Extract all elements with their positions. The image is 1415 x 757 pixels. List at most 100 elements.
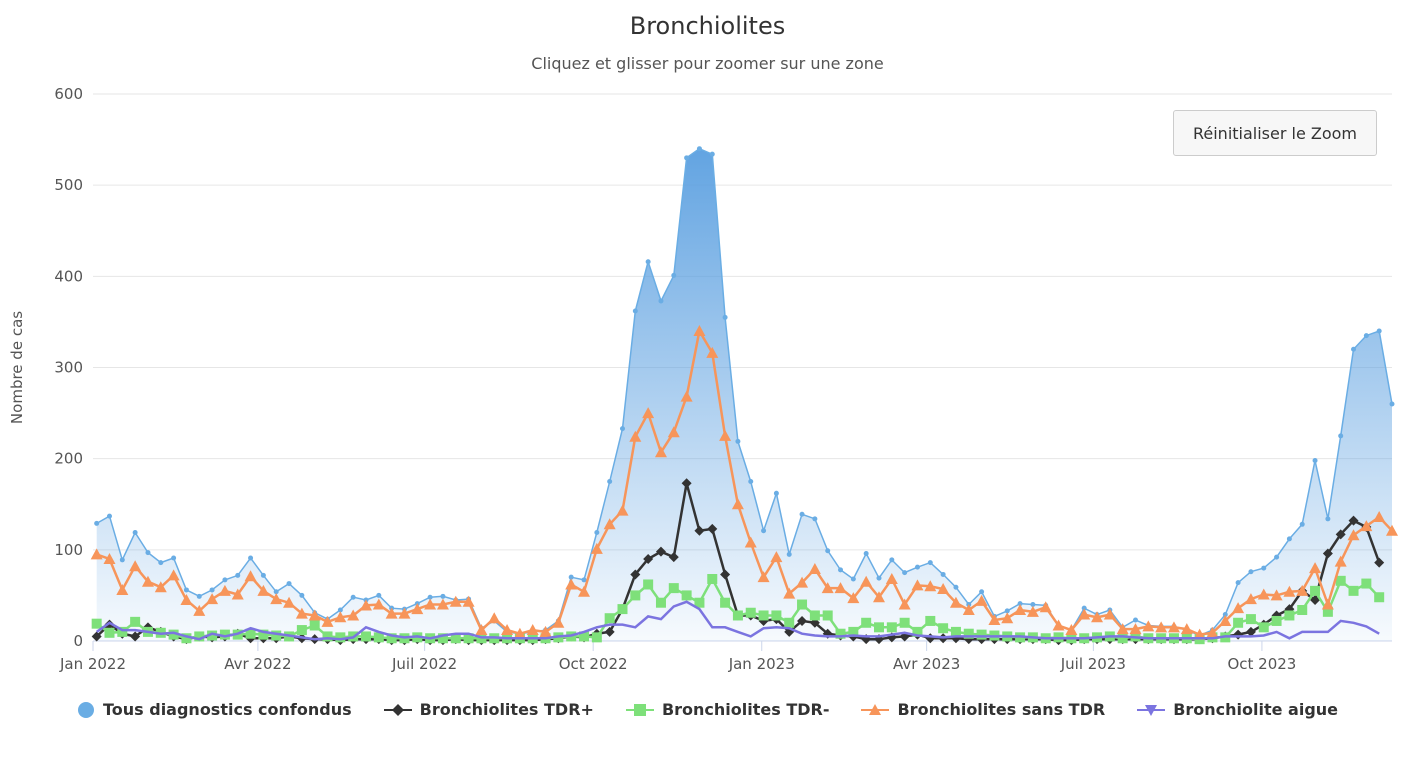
- data-point: [898, 598, 911, 610]
- data-point: [1248, 569, 1254, 575]
- data-point: [1351, 346, 1357, 352]
- data-point: [385, 607, 398, 619]
- data-point: [424, 598, 437, 610]
- data-point: [899, 617, 910, 628]
- data-point: [722, 314, 728, 320]
- data-point: [707, 523, 718, 534]
- data-point: [322, 631, 333, 642]
- reset-zoom-button[interactable]: Réinitialiser le Zoom: [1173, 110, 1377, 156]
- data-point: [386, 633, 397, 644]
- data-point: [1244, 593, 1257, 605]
- data-point: [337, 607, 343, 613]
- data-point: [812, 516, 818, 522]
- data-point: [1081, 605, 1087, 611]
- data-point: [1310, 585, 1321, 596]
- data-point: [1232, 602, 1245, 614]
- data-point: [1296, 584, 1309, 596]
- data-point: [1283, 585, 1296, 597]
- data-point: [463, 633, 474, 644]
- data-point: [953, 584, 959, 590]
- data-point: [1065, 624, 1078, 636]
- data-point: [963, 628, 974, 639]
- data-point: [655, 597, 666, 608]
- data-point: [617, 604, 628, 615]
- data-point: [927, 560, 933, 566]
- data-point: [1001, 612, 1014, 624]
- data-point: [501, 624, 514, 636]
- data-point: [809, 610, 820, 621]
- x-tick-label: Avr 2022: [224, 655, 291, 673]
- legend-item-tous-diagnostics-confondus[interactable]: Tous diagnostics confondus: [77, 700, 352, 719]
- data-point: [720, 597, 731, 608]
- legend-label: Bronchiolites TDR-: [661, 700, 830, 719]
- data-point: [821, 582, 834, 594]
- data-point: [334, 611, 347, 623]
- x-tick-label: Jan 2022: [59, 655, 126, 673]
- data-point: [607, 478, 613, 484]
- x-tick-label: Jan 2023: [728, 655, 795, 673]
- data-point: [912, 626, 923, 637]
- data-point: [1117, 633, 1128, 644]
- data-point: [565, 578, 578, 590]
- y-tick-label: 0: [73, 632, 83, 650]
- data-point: [171, 555, 177, 561]
- data-point: [1348, 585, 1359, 596]
- data-point: [591, 632, 602, 643]
- data-point: [914, 564, 920, 570]
- data-point: [1030, 602, 1036, 608]
- data-point: [1374, 557, 1385, 568]
- data-point: [1129, 623, 1142, 635]
- data-point: [581, 577, 587, 583]
- data-point: [299, 592, 305, 598]
- data-point: [655, 546, 666, 557]
- data-point: [104, 619, 115, 630]
- data-point: [1004, 608, 1010, 614]
- data-point: [248, 555, 254, 561]
- data-point: [976, 629, 987, 640]
- data-point: [1052, 619, 1065, 631]
- data-point: [1167, 621, 1180, 633]
- data-point: [1193, 628, 1206, 640]
- data-point: [962, 604, 975, 616]
- legend-item-bronchiolites-sans-tdr[interactable]: Bronchiolites sans TDR: [861, 700, 1105, 719]
- data-point: [594, 530, 600, 536]
- data-point: [158, 560, 164, 566]
- legend-label: Tous diagnostics confondus: [102, 700, 352, 719]
- data-point: [130, 631, 141, 642]
- data-point: [167, 569, 180, 581]
- data-point: [117, 626, 128, 637]
- legend-item-bronchiolite-aigue[interactable]: Bronchiolite aigue: [1137, 700, 1338, 719]
- data-point: [526, 624, 539, 636]
- data-point: [680, 390, 693, 402]
- data-point: [132, 530, 138, 536]
- chart-subtitle: Cliquez et glisser pour zoomer sur une z…: [531, 54, 884, 73]
- data-point: [1233, 617, 1244, 628]
- legend-item-bronchiolites-tdr-[interactable]: Bronchiolites TDR+: [383, 700, 594, 719]
- data-point: [1338, 433, 1344, 439]
- data-point: [1245, 626, 1256, 637]
- data-point: [1274, 554, 1280, 560]
- data-point: [735, 438, 741, 444]
- data-point: [642, 407, 655, 419]
- data-point: [260, 572, 266, 578]
- data-point: [245, 628, 256, 639]
- data-point: [630, 590, 641, 601]
- data-point: [180, 593, 193, 605]
- data-point: [1132, 617, 1138, 623]
- legend-label: Bronchiolite aigue: [1173, 700, 1339, 719]
- data-point: [975, 594, 988, 606]
- data-point: [578, 585, 591, 597]
- data-point: [668, 552, 679, 563]
- data-point: [645, 259, 651, 265]
- legend-item-bronchiolites-tdr-[interactable]: Bronchiolites TDR-: [625, 700, 830, 719]
- y-tick-label: 200: [54, 450, 83, 468]
- data-point: [706, 346, 719, 358]
- data-point: [579, 631, 590, 642]
- data-point: [876, 575, 882, 581]
- data-point: [398, 607, 411, 619]
- data-point: [283, 596, 296, 608]
- data-point: [129, 560, 142, 572]
- x-tick-label: Juil 2023: [1060, 655, 1126, 673]
- data-point: [696, 146, 702, 152]
